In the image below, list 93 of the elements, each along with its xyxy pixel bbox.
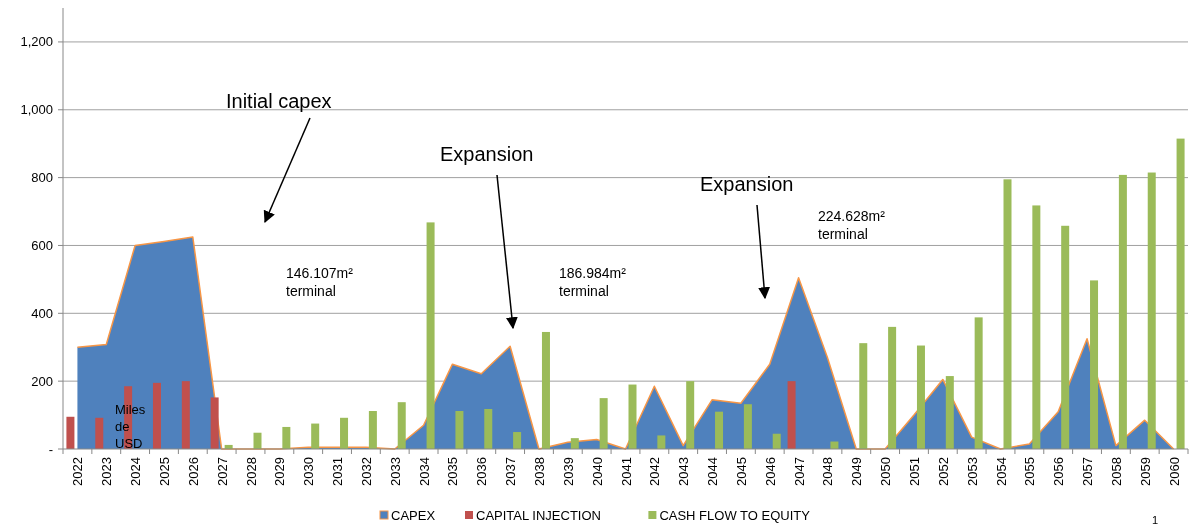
annotation: 186.984m² terminal [559, 265, 627, 299]
x-tick-label: 2059 [1137, 457, 1153, 486]
bar [426, 222, 435, 449]
x-tick-label: 2040 [589, 457, 605, 486]
text: 1 [1152, 514, 1159, 526]
x-tick-label: 2047 [791, 457, 807, 486]
x-tick-label: 2045 [733, 457, 749, 486]
bar [916, 345, 925, 449]
legend-label: CAPITAL INJECTION [476, 508, 601, 523]
x-tick-label: 2057 [1080, 457, 1096, 486]
x-tick-label: 2022 [70, 457, 86, 486]
x-tick-label: 2034 [416, 457, 432, 486]
x-tick-label: 2053 [964, 457, 980, 486]
bar [686, 381, 695, 449]
x-tick-label: 2039 [560, 457, 576, 486]
x-tick-label: 2043 [676, 457, 692, 486]
x-tick-label: 2042 [647, 457, 663, 486]
x-tick-label: 2030 [301, 457, 317, 486]
x-tick-label: 2029 [272, 457, 288, 486]
x-tick-label: 2025 [156, 457, 172, 486]
x-tick-label: 2036 [474, 457, 490, 486]
bar [1176, 138, 1185, 449]
x-tick-label: 2033 [387, 457, 403, 486]
bar [1090, 280, 1099, 449]
y-tick-label: 400 [31, 305, 53, 321]
x-tick-label: 2055 [1022, 457, 1038, 486]
legend-label: CAPEX [391, 508, 436, 523]
x-tick-label: 2060 [1166, 457, 1182, 486]
y-tick-label: 1,000 [20, 102, 53, 118]
annotation: Expansion [440, 143, 534, 165]
bar [397, 402, 406, 449]
bar [888, 326, 897, 449]
bar [1061, 225, 1070, 449]
x-tick-label: 2046 [762, 457, 778, 486]
bar [282, 426, 291, 449]
x-tick-label: 2027 [214, 457, 230, 486]
x-tick-label: 2023 [99, 457, 115, 486]
bar [95, 417, 104, 449]
x-tick-label: 2026 [185, 457, 201, 486]
x-tick-label: 2031 [330, 457, 346, 486]
bar [253, 432, 262, 449]
bar [859, 343, 868, 449]
bar [599, 398, 608, 449]
x-tick-label: 2048 [820, 457, 836, 486]
x-tick-label: 2041 [618, 457, 634, 486]
bar [181, 381, 190, 449]
bar [340, 417, 349, 449]
x-tick-label: 2052 [935, 457, 951, 486]
bar [1118, 174, 1127, 449]
bar [974, 317, 983, 449]
x-tick-label: 2024 [128, 457, 144, 486]
bar [455, 411, 464, 449]
x-tick-label: 2049 [849, 457, 865, 486]
x-tick-label: 2051 [906, 457, 922, 486]
legend-label: CASH FLOW TO EQUITY [659, 508, 811, 523]
x-tick-label: 2054 [993, 457, 1009, 486]
x-tick-label: 2056 [1051, 457, 1067, 486]
bar [1147, 172, 1156, 449]
x-tick-label: 2032 [358, 457, 374, 486]
bar [715, 411, 724, 449]
annotation: 224.628m² terminal [818, 208, 886, 242]
bar [368, 411, 377, 449]
bar [657, 435, 666, 449]
y-tick-label: - [48, 441, 53, 457]
x-tick-label: 2058 [1108, 457, 1124, 486]
bar [772, 433, 781, 449]
bar [1032, 205, 1041, 449]
annotation: Initial capex [226, 90, 332, 112]
x-tick-label: 2038 [531, 457, 547, 486]
x-tick-label: 2037 [503, 457, 519, 486]
bar [513, 432, 522, 449]
bar [628, 384, 637, 449]
bar [743, 404, 752, 449]
y-tick-label: 1,200 [20, 34, 53, 50]
y-tick-label: 600 [31, 238, 53, 254]
bar [484, 408, 493, 449]
bar [152, 382, 161, 449]
bar [210, 397, 219, 449]
y-tick-label: 200 [31, 373, 53, 389]
bar [570, 438, 579, 449]
x-tick-label: 2044 [705, 457, 721, 486]
x-tick-label: 2050 [878, 457, 894, 486]
bar [541, 331, 550, 449]
bar [945, 376, 954, 449]
bar [787, 381, 796, 449]
y-tick-label: 800 [31, 170, 53, 186]
bar [1003, 179, 1012, 449]
x-tick-label: 2035 [445, 457, 461, 486]
bar [311, 423, 320, 449]
x-tick-label: 2028 [243, 457, 259, 486]
annotation: Expansion [700, 173, 794, 195]
annotation: 146.107m² terminal [286, 265, 354, 299]
bar [66, 416, 75, 449]
